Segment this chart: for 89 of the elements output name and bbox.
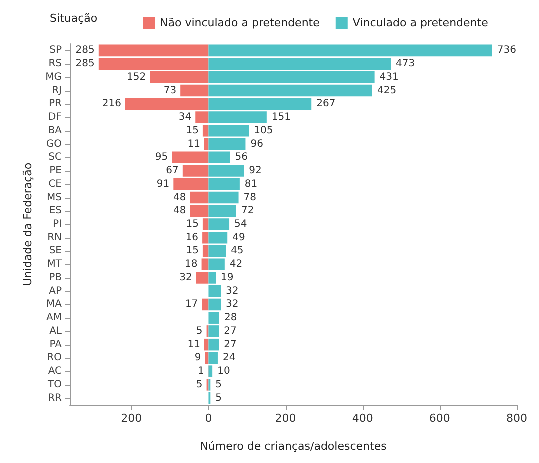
data-label: 152 [127,72,146,83]
data-label: 32 [180,272,192,284]
y-tick-label: ES [49,206,62,217]
data-label: 96 [250,138,264,150]
data-label: 48 [173,206,186,217]
data-label: 17 [185,299,198,310]
y-tick-label: GO [46,138,62,150]
data-label: 9 [194,352,202,364]
x-tick-label: 0 [205,412,212,425]
x-tick-label: 200 [275,412,296,425]
data-label: 10 [218,366,230,378]
data-label: 5 [196,326,203,337]
y-tick-label: RJ [52,85,62,96]
data-label: 11 [188,138,200,150]
data-label: 95 [155,152,168,164]
y-tick-label: RO [47,352,62,364]
data-label: 67 [166,166,179,177]
y-tick-label: MS [47,192,62,204]
data-label: 78 [244,192,257,204]
data-label: 473 [396,58,416,70]
data-label: 27 [224,326,237,337]
data-label: 105 [254,125,274,136]
y-tick-label: PI [53,219,62,230]
data-label: 15 [186,125,199,136]
y-tick-label: PE [50,166,62,177]
y-tick-label: PA [50,339,62,350]
x-tick-label: 600 [429,412,450,425]
data-label: 736 [497,45,516,56]
data-label: 28 [224,312,238,324]
data-label: 92 [249,166,262,177]
data-label: 32 [226,299,239,310]
data-label: 24 [222,352,236,364]
y-tick-label: MA [46,299,62,310]
y-tick-label: RR [48,392,62,404]
y-tick-label: BA [48,125,62,136]
y-tick-label: RN [48,232,62,244]
x-tick-label: 200 [121,412,142,425]
y-tick-label: SE [49,246,62,257]
data-label: 425 [377,85,397,96]
y-tick-label: PB [49,272,62,284]
data-label: 91 [156,178,170,190]
data-label: 285 [76,58,95,70]
data-label: 151 [272,112,292,124]
y-tick-label: MG [46,72,62,83]
data-label: 431 [380,72,399,83]
y-tick-label: AL [50,326,62,337]
data-label: 285 [76,45,95,56]
data-label: 56 [235,152,248,164]
data-label: 27 [224,339,237,350]
y-tick-label: TO [47,379,62,390]
y-tick-label: DF [48,112,62,124]
data-label: 81 [244,178,258,190]
data-label: 73 [164,85,177,96]
x-tick-label: 800 [506,412,528,425]
y-tick-label: CE [48,178,62,190]
data-label: 54 [234,219,248,230]
data-label: 72 [241,206,254,217]
data-label: 34 [178,112,192,124]
data-label: 5 [216,379,222,390]
y-axis-title: Unidade da Federação [22,162,34,286]
data-label: 1 [198,366,204,378]
legend-title: Situação [50,12,98,25]
y-tick-label: MT [47,259,63,270]
data-label: 18 [185,259,198,270]
y-tick-label: SC [48,152,62,164]
y-tick-label: AC [48,366,62,378]
data-label: 15 [186,246,199,257]
data-label: 216 [102,98,122,110]
y-tick-label: RS [48,58,62,70]
x-axis-title: Número de crianças/adolescentes [200,440,388,453]
data-label: 5 [196,379,203,390]
data-label: 45 [231,246,244,257]
data-label: 42 [230,259,243,270]
data-label: 11 [188,339,200,350]
data-label: 16 [186,232,199,244]
y-tick-label: AP [49,286,62,297]
y-tick-label: SP [50,45,62,56]
y-tick-label: PR [49,98,62,110]
data-label: 49 [232,232,246,244]
y-tick-label: AM [46,312,62,324]
data-label: 15 [186,219,199,230]
data-label: 267 [316,98,336,110]
data-label: 19 [221,272,234,284]
data-label: 5 [216,392,222,404]
legend-label: Não vinculado a pretendente [160,16,320,30]
data-label: 32 [226,286,239,297]
data-label: 48 [173,192,186,204]
legend-label: Vinculado a pretendente [352,16,489,30]
x-tick-label: 400 [352,412,374,425]
